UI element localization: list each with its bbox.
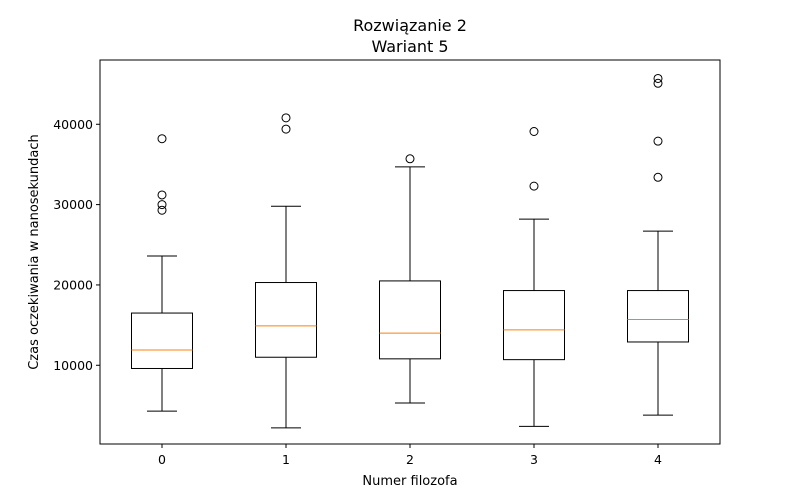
box bbox=[379, 280, 441, 360]
x-tick-label: 4 bbox=[654, 452, 662, 467]
y-tick-label: 10000 bbox=[53, 358, 93, 373]
outlier-point bbox=[281, 124, 291, 134]
outlier-point bbox=[653, 172, 663, 182]
y-tick-label: 20000 bbox=[53, 277, 93, 292]
box bbox=[131, 312, 193, 369]
y-tick-label: 30000 bbox=[53, 197, 93, 212]
outlier-point bbox=[405, 154, 415, 164]
outlier-point bbox=[157, 205, 167, 215]
outlier-point bbox=[157, 200, 167, 210]
plot-area bbox=[131, 73, 689, 429]
outlier-point bbox=[157, 134, 167, 144]
chart-title: Rozwiązanie 2 bbox=[353, 16, 467, 35]
x-tick-label: 0 bbox=[158, 452, 166, 467]
box bbox=[255, 282, 317, 358]
outlier-point bbox=[653, 78, 663, 88]
outlier-point bbox=[653, 73, 663, 83]
outlier-point bbox=[529, 126, 539, 136]
box-group-1 bbox=[255, 113, 317, 429]
x-axis-label: Numer filozofa bbox=[362, 474, 457, 489]
outlier-point bbox=[281, 113, 291, 123]
x-tick-label: 3 bbox=[530, 452, 538, 467]
outlier-point bbox=[157, 190, 167, 200]
x-tick-label: 1 bbox=[282, 452, 290, 467]
x-tick-label: 2 bbox=[406, 452, 414, 467]
outlier-point bbox=[653, 136, 663, 146]
box-group-0 bbox=[131, 134, 193, 412]
y-axis-label: Czas oczekiwania w nanosekundach bbox=[27, 134, 42, 370]
box-group-3 bbox=[503, 126, 565, 427]
y-tick-label: 40000 bbox=[53, 117, 93, 132]
box bbox=[503, 290, 565, 361]
outlier-point bbox=[529, 181, 539, 191]
box-group-2 bbox=[379, 154, 441, 404]
box-group-4 bbox=[627, 73, 689, 416]
box bbox=[627, 290, 689, 343]
chart-subtitle: Wariant 5 bbox=[371, 37, 448, 56]
